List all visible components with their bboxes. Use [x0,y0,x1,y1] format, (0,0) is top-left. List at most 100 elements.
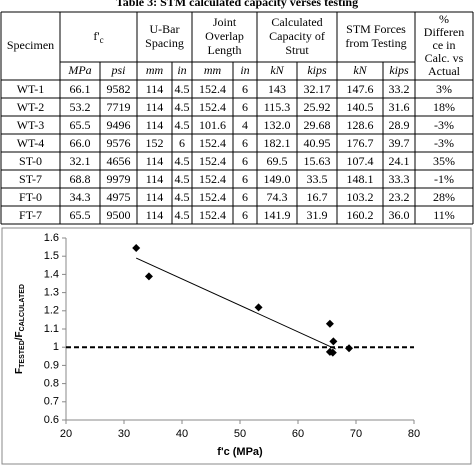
cell-text: 103.2 [347,190,374,204]
cell-text: 114 [146,100,164,114]
cell-text: 7719 [107,100,131,114]
cell-text: 4.5 [175,82,190,96]
unit-text: kips [389,63,409,77]
cell-text: ST-7 [19,172,42,186]
x-tick-label: 80 [408,428,420,440]
cell-text: 6 [242,172,248,186]
cell-text: 16.7 [307,190,328,204]
cell-text: 9496 [107,118,131,132]
y-tick-label: 0.9 [44,359,59,371]
unit-text: mm [204,63,222,77]
header-main: f' [93,29,99,43]
cell-text: 34.3 [70,190,91,204]
header-text: Spacing [145,36,184,50]
cell-text: 6 [242,82,248,96]
cell-text: 115.3 [264,100,291,114]
cell-text: 18% [433,100,455,114]
cell-text: 143 [268,82,286,96]
cell-text: 32.1 [70,154,91,168]
cell-text: 33.3 [389,172,410,186]
cell-text: 147.6 [347,82,374,96]
cell-text: 4656 [107,154,131,168]
cell-text: 6 [179,136,185,150]
table: Table 3: STM calculated capacity verses … [0,0,474,225]
cell-text: 152.4 [199,154,226,168]
x-tick-label: 40 [176,428,188,440]
cell-text: 32.17 [304,82,331,96]
chart: 0.6 0.7 0.8 0.9 1 1.1 1.2 1.3 1.4 1.5 1.6 20 30 40 50 6… [1,227,472,465]
header-text: U-Bar [150,22,180,36]
unit-text: mm [146,63,164,77]
cell-text: -3% [434,136,454,150]
header-text: STM Forces [346,22,406,36]
cell-text: 114 [146,190,164,204]
cell-text: 31.6 [389,100,410,114]
cell-text: 4.5 [175,100,190,114]
x-tick-label: 70 [350,428,362,440]
cell-text: 114 [146,154,164,168]
data-point [132,244,141,253]
cell-text: 39.7 [389,136,410,150]
cell-text: 53.2 [70,100,91,114]
header-text: Calculated [271,15,322,29]
unit-text: in [240,63,249,77]
cell-text: 152.4 [199,100,226,114]
y-tick-label: 1.3 [44,287,59,299]
data-point [254,303,263,312]
cell-text: 23.2 [389,190,410,204]
x-tick-label: 30 [118,428,130,440]
cell-text: 4.5 [175,118,190,132]
y-tick-label: 1.2 [44,305,59,317]
cell-text: 66.1 [70,82,91,96]
header-text: ce in [433,38,456,52]
cell-text: 3% [436,82,452,96]
cell-text: 15.63 [304,154,331,168]
cell-text: 65.5 [70,208,91,222]
data-point [329,337,338,346]
y-tick-label: 0.8 [44,378,59,390]
cell-text: 152 [146,136,164,150]
cell-text: 128.6 [347,118,374,132]
cell-text: 35% [433,154,455,168]
y-label-part: F [14,368,25,374]
cell-text: 152.4 [199,190,226,204]
data-point [144,272,153,281]
unit-text: kN [353,63,367,77]
x-tick-label: 60 [292,428,304,440]
y-tick-label: 0.6 [44,414,59,426]
cell-text: 182.1 [264,136,291,150]
cell-text: 6 [242,100,248,114]
cell-text: 9582 [107,82,131,96]
cell-text: 114 [146,172,164,186]
cell-text: 28.9 [389,118,410,132]
cell-text: 152.4 [199,82,226,96]
unit-text: MPa [67,63,91,77]
cell-text: FT-7 [19,208,42,222]
cell-text: FT-0 [19,190,42,204]
cell-text: 33.2 [389,82,410,96]
cell-text: WT-4 [17,136,45,150]
header-text: Strut [285,43,309,57]
cell-text: 9500 [107,208,131,222]
y-tick-label: 1 [53,341,59,353]
cell-text: ST-0 [19,154,42,168]
y-tick-label: 1.4 [44,268,59,280]
unit-text: psi [110,63,125,77]
cell-text: 160.2 [347,208,374,222]
cell-text: 6 [242,190,248,204]
cell-text: 25.92 [304,100,331,114]
x-tick-label: 20 [60,428,72,440]
cell-text: 4975 [107,190,131,204]
cell-text: 6 [242,136,248,150]
trend-line [135,257,336,350]
cell-text: 69.5 [267,154,288,168]
cell-text: 132.0 [264,118,291,132]
data-point [325,319,334,328]
cell-text: -1% [434,172,454,186]
cell-text: 6 [242,154,248,168]
cell-text: 114 [146,118,164,132]
table-title: Table 3: STM calculated capacity verses … [116,0,358,9]
y-tick-label: 1.6 [44,232,59,244]
cell-text: 9576 [107,136,131,150]
cell-text: 4.5 [175,208,190,222]
